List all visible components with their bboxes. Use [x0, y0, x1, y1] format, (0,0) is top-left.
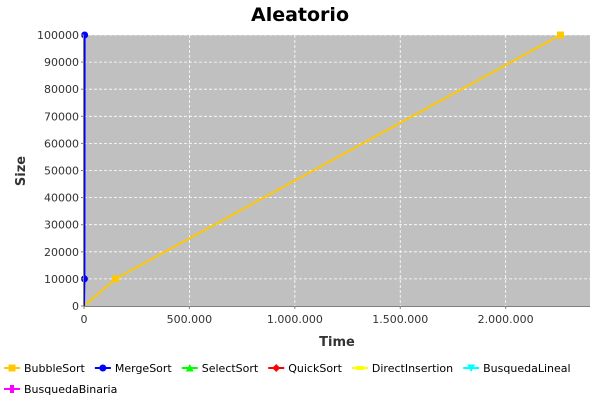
- x-tick-label: 0: [81, 313, 88, 326]
- y-tick-label: 70000: [44, 110, 79, 123]
- y-axis-ticks: 0 10000 20000 30000 40000 50000 60000 70000 8000…: [37, 29, 84, 313]
- x-tick-label: 1.500.000: [372, 313, 428, 326]
- x-tick-label: 2.000.000: [478, 313, 534, 326]
- legend-marker-quicksort: [272, 364, 281, 372]
- data-point-mergesort: [81, 31, 89, 39]
- legend-marker-directinsertion: [355, 366, 364, 370]
- y-tick-label: 20000: [44, 246, 79, 259]
- y-tick-label: 50000: [44, 165, 79, 178]
- data-point-mergesort: [80, 275, 88, 283]
- y-tick-label: 60000: [44, 137, 79, 150]
- gridlines: [84, 34, 590, 306]
- y-tick-label: 80000: [44, 83, 79, 96]
- legend-marker-busquedabinaria: [10, 385, 14, 393]
- y-tick-label: 100000: [37, 29, 79, 42]
- y-axis-label: Size: [14, 156, 29, 186]
- legend-label-mergesort: MergeSort: [115, 362, 173, 375]
- legend: BubbleSort MergeSort SelectSort QuickSort Di…: [4, 362, 571, 396]
- legend-marker-bubblesort: [8, 364, 16, 372]
- legend-label-directinsertion: DirectInsertion: [372, 362, 453, 375]
- legend-label-selectsort: SelectSort: [202, 362, 259, 375]
- legend-marker-selectsort: [185, 364, 194, 372]
- x-tick-label: 1.000.000: [267, 313, 323, 326]
- y-tick-label: 0: [72, 300, 79, 313]
- y-tick-label: 90000: [44, 56, 79, 69]
- legend-label-bubblesort: BubbleSort: [24, 362, 86, 375]
- series-group: [80, 31, 564, 307]
- y-tick-label: 30000: [44, 219, 79, 232]
- legend-marker-busquedalineal: [467, 364, 476, 372]
- y-tick-label: 40000: [44, 192, 79, 205]
- x-tick-label: 500.000: [167, 313, 213, 326]
- data-point-bubblesort: [556, 31, 564, 39]
- legend-label-busquedalineal: BusquedaLineal: [483, 362, 570, 375]
- legend-marker-mergesort: [99, 364, 107, 372]
- chart-title: Aleatorio: [251, 4, 349, 26]
- legend-label-quicksort: QuickSort: [288, 362, 342, 375]
- x-axis-label: Time: [319, 335, 355, 350]
- y-tick-label: 10000: [44, 273, 79, 286]
- x-axis-ticks: 0 500.000 1.000.000 1.500.000 2.000.000: [81, 306, 534, 326]
- legend-label-busquedabinaria: BusquedaBinaria: [24, 383, 117, 396]
- series-line-mergesort: [83, 34, 86, 307]
- data-point-bubblesort: [112, 275, 120, 283]
